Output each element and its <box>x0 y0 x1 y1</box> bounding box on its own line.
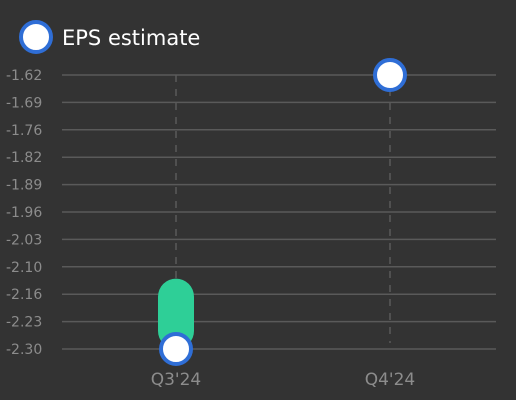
y-tick-label: -2.30 <box>6 342 42 358</box>
x-axis: Q3'24 Q4'24 <box>151 370 416 390</box>
estimate-range-bar <box>158 278 194 349</box>
legend-label: EPS estimate <box>62 26 200 50</box>
y-tick-label: -2.16 <box>6 287 42 303</box>
y-tick-label: -2.10 <box>6 260 42 276</box>
y-tick-label: -2.03 <box>6 232 42 248</box>
eps-point <box>159 332 193 366</box>
y-tick-label: -1.89 <box>6 178 42 194</box>
eps-point <box>373 58 407 92</box>
legend[interactable]: EPS estimate <box>19 20 200 54</box>
x-tick-label: Q3'24 <box>151 370 202 390</box>
y-tick-label: -2.23 <box>6 315 42 331</box>
y-tick-label: -1.76 <box>6 123 42 139</box>
plot-area <box>158 58 407 366</box>
grid <box>62 74 496 350</box>
y-tick-label: -1.69 <box>6 95 42 111</box>
y-tick-label: -1.96 <box>6 205 42 221</box>
y-tick-label: -1.82 <box>6 150 42 166</box>
y-tick-label: -1.62 <box>6 68 42 84</box>
legend-marker <box>19 20 53 54</box>
x-tick-label: Q4'24 <box>365 370 416 390</box>
y-axis: -1.62 -1.69 -1.76 -1.82 -1.89 -1.96 -2.03 -2.10… <box>6 68 42 358</box>
